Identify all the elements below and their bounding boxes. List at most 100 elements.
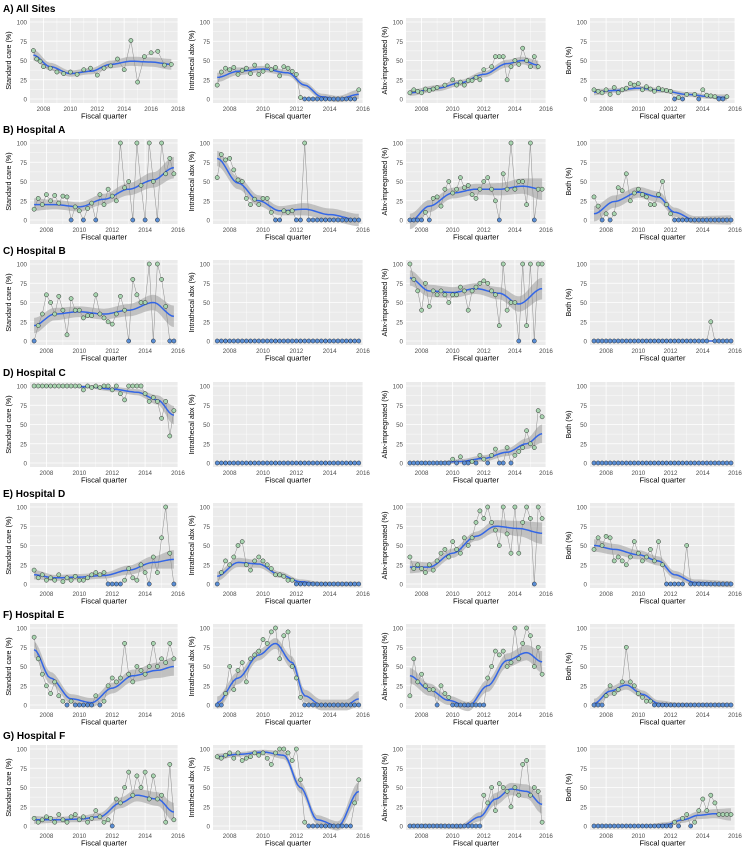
chart-panel-e2: 0 25 50 75 100 2008 2010 2012 2014 2016 Fiscal qua… (187, 502, 370, 605)
data-point (48, 198, 53, 204)
data-point (343, 217, 349, 223)
x-tick-label: 2012 (664, 470, 678, 477)
data-point (438, 203, 444, 209)
data-point (138, 668, 144, 673)
data-point (54, 69, 60, 75)
data-point (281, 633, 287, 639)
data-point (126, 339, 132, 344)
data-point (130, 217, 136, 223)
x-tick-label: 2010 (446, 591, 460, 598)
data-point (126, 671, 132, 677)
data-point (508, 804, 514, 810)
data-point (101, 820, 107, 825)
data-point (327, 217, 333, 223)
data-point (64, 575, 70, 580)
data-point (113, 581, 119, 587)
data-point (248, 339, 253, 344)
data-point (539, 820, 545, 825)
data-point (314, 823, 320, 829)
data-point (411, 460, 417, 465)
data-point (603, 460, 609, 465)
data-point (535, 262, 541, 267)
data-point (469, 192, 475, 198)
data-point (512, 300, 518, 306)
data-point (631, 823, 637, 829)
x-tick-label: 2010 (631, 348, 645, 355)
data-point (631, 339, 637, 344)
row-title-a: A) All Sites (3, 4, 56, 15)
x-tick-label: 2012 (477, 348, 491, 355)
data-point (458, 285, 463, 290)
x-tick-label: 2016 (171, 470, 185, 477)
x-tick-label: 2010 (256, 227, 270, 234)
data-point (599, 217, 605, 223)
data-point (35, 820, 41, 825)
data-point (454, 702, 459, 708)
data-point (591, 339, 597, 344)
data-point (81, 577, 86, 583)
y-tick-label: 75 (203, 402, 210, 409)
data-point (306, 96, 312, 102)
data-point (493, 648, 498, 654)
data-point (60, 579, 66, 584)
y-tick-label: 100 (17, 747, 28, 754)
data-point (155, 398, 160, 404)
data-point (171, 817, 177, 823)
data-point (438, 288, 444, 294)
x-axis-label: Fiscal quarter (453, 354, 499, 363)
data-point (60, 383, 66, 388)
data-point (531, 785, 537, 791)
data-point (668, 211, 673, 217)
data-point (214, 754, 220, 760)
data-point (239, 339, 245, 344)
x-tick-label: 2016 (728, 712, 742, 719)
data-point (640, 87, 645, 93)
row-title-f: F) Hospital E (3, 610, 65, 621)
x-tick-label: 2016 (539, 348, 553, 355)
x-tick-label: 2012 (664, 348, 678, 355)
data-point (293, 460, 299, 465)
data-point (623, 339, 629, 344)
data-point (68, 814, 74, 820)
data-point (415, 679, 421, 685)
data-point (76, 383, 82, 388)
y-axis-label: Standard care (%) (4, 274, 13, 332)
data-point (89, 702, 95, 708)
data-point (260, 196, 266, 201)
y-tick-label: 0 (400, 218, 404, 225)
data-point (39, 572, 45, 577)
data-point (281, 64, 287, 70)
y-tick-label: 50 (203, 664, 210, 671)
x-tick-label: 2008 (599, 348, 613, 355)
data-point (712, 702, 718, 708)
data-point (516, 179, 522, 185)
data-point (591, 823, 597, 829)
data-point (335, 460, 341, 465)
data-point (516, 62, 522, 67)
data-point (607, 823, 613, 829)
x-tick-label: 2014 (323, 470, 337, 477)
data-point (85, 383, 90, 388)
data-point (171, 171, 177, 177)
data-point (285, 65, 291, 71)
data-point (356, 87, 362, 93)
x-tick-label: 2008 (40, 470, 54, 477)
data-point (64, 332, 70, 338)
data-point (535, 504, 541, 510)
y-tick-label: 0 (24, 460, 28, 467)
x-tick-label: 2012 (664, 227, 678, 234)
data-point (454, 460, 459, 465)
data-point (298, 777, 303, 783)
data-point (458, 175, 463, 181)
y-tick-label: 75 (20, 524, 27, 531)
chart-panel-d3: 0 25 50 75 100 2008 2010 2012 2014 2016 Fiscal qua… (380, 381, 553, 484)
data-point (627, 460, 633, 465)
data-point (159, 415, 164, 421)
data-point (252, 460, 258, 465)
data-point (603, 211, 609, 217)
data-point (489, 288, 494, 294)
data-point (539, 671, 545, 677)
data-point (289, 339, 295, 344)
data-point (672, 339, 677, 344)
y-axis-label: Abx-impregnated (%) (380, 269, 389, 337)
